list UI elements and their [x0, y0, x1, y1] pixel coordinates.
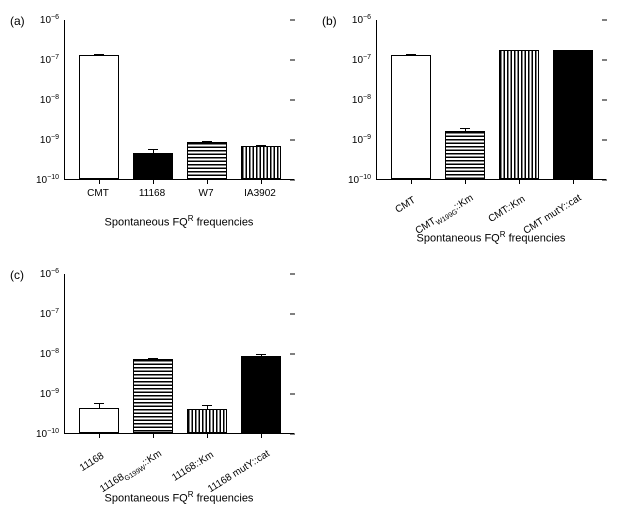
panel-letter-a: (a) [10, 14, 25, 28]
x-axis-title: Spontaneous FQR frequencies [105, 214, 254, 229]
xtick-mark [261, 179, 262, 184]
ytick-mark [602, 140, 607, 141]
ytick-label: 10−6 [352, 14, 377, 26]
error-cap [406, 54, 416, 55]
plot-area-c: 10−1010−910−810−710−6 [64, 274, 294, 434]
error-cap [148, 149, 158, 150]
ytick-mark [290, 314, 295, 315]
ytick-mark [602, 60, 607, 61]
ytick-label: 10−9 [40, 388, 65, 400]
ytick-label: 10−6 [40, 268, 65, 280]
error-cap [202, 141, 212, 142]
ytick-mark [290, 20, 295, 21]
error-cap [94, 54, 104, 55]
bar [553, 50, 593, 179]
ytick-mark [602, 100, 607, 101]
x-category-label: 11168 [78, 451, 106, 474]
bar [79, 408, 119, 433]
ytick-label: 10−9 [40, 134, 65, 146]
ytick-label: 10−7 [352, 54, 377, 66]
xtick-mark [261, 433, 262, 438]
ytick-mark [290, 180, 295, 181]
bar [241, 356, 281, 433]
error-cap [94, 403, 104, 404]
ytick-label: 10−7 [40, 54, 65, 66]
bar [133, 359, 173, 433]
x-category-label: CMT::Km [487, 194, 528, 225]
xtick-mark [99, 179, 100, 184]
panel-letter-c: (c) [10, 268, 24, 282]
error-cap [460, 128, 470, 129]
xtick-mark [153, 179, 154, 184]
x-category-label: IA3902 [244, 188, 276, 199]
plot-area-b: 10−1010−910−810−710−6 [376, 20, 606, 180]
x-axis-title: Spontaneous FQR frequencies [417, 230, 566, 245]
ytick-label: 10−7 [40, 308, 65, 320]
figure-root: (a)10−1010−910−810−710−6CMT11168W7IA3902… [0, 0, 640, 529]
xtick-mark [519, 179, 520, 184]
xtick-mark [153, 433, 154, 438]
ytick-mark [290, 434, 295, 435]
ytick-label: 10−10 [348, 174, 377, 186]
panel-letter-b: (b) [322, 14, 337, 28]
xtick-mark [573, 179, 574, 184]
ytick-label: 10−9 [352, 134, 377, 146]
ytick-mark [290, 60, 295, 61]
bar [79, 55, 119, 179]
error-cap [256, 354, 266, 355]
error-cap [514, 50, 524, 51]
ytick-label: 10−8 [40, 348, 65, 360]
xtick-mark [411, 179, 412, 184]
xtick-mark [465, 179, 466, 184]
xtick-mark [207, 433, 208, 438]
ytick-label: 10−8 [352, 94, 377, 106]
bar [187, 409, 227, 433]
bar [187, 142, 227, 179]
x-category-label: 11168 [139, 188, 165, 199]
ytick-label: 10−10 [36, 428, 65, 440]
plot-area-a: 10−1010−910−810−710−6 [64, 20, 294, 180]
bar [391, 55, 431, 179]
error-cap [202, 405, 212, 406]
xtick-mark [99, 433, 100, 438]
error-cap [568, 50, 578, 51]
ytick-mark [290, 394, 295, 395]
ytick-mark [290, 354, 295, 355]
ytick-mark [290, 100, 295, 101]
x-category-label: 11168::Km [170, 450, 216, 484]
ytick-mark [602, 20, 607, 21]
x-category-label: W7 [199, 188, 214, 199]
ytick-mark [602, 180, 607, 181]
x-axis-title: Spontaneous FQR frequencies [105, 490, 254, 505]
ytick-label: 10−10 [36, 174, 65, 186]
ytick-mark [290, 140, 295, 141]
error-cap [256, 145, 266, 146]
bar [445, 131, 485, 179]
x-category-label: CMT [87, 188, 109, 199]
bar [241, 146, 281, 179]
bar [499, 50, 539, 179]
error-cap [148, 358, 158, 359]
bar [133, 153, 173, 180]
xtick-mark [207, 179, 208, 184]
x-category-label: CMT [393, 195, 417, 216]
ytick-mark [290, 274, 295, 275]
x-category-label: 11168 mutY::cat [206, 448, 272, 495]
ytick-label: 10−6 [40, 14, 65, 26]
ytick-label: 10−8 [40, 94, 65, 106]
